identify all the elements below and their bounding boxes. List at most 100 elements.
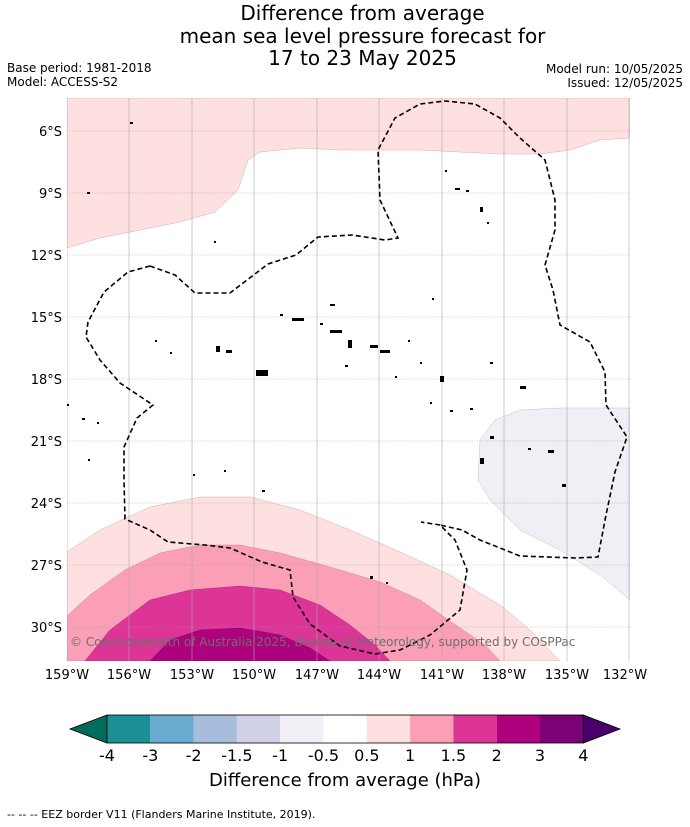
island [455, 188, 460, 190]
island [380, 350, 390, 353]
island [214, 241, 216, 243]
lon-label: 147°W [295, 668, 339, 683]
colorbar-outline [106, 714, 584, 744]
colorbar-under-arrow [68, 714, 108, 744]
island [432, 298, 434, 300]
copyright-text: © Commonwealth of Australia 2025, Bureau… [70, 635, 575, 649]
island [348, 340, 352, 348]
island [370, 576, 373, 579]
island [320, 323, 323, 325]
colorbar-swatch [236, 715, 281, 743]
colorbar-swatch [193, 715, 237, 743]
island [450, 410, 453, 412]
island [87, 192, 90, 194]
colorbar-title: Difference from average (hPa) [208, 770, 482, 791]
map-plot-area: © Commonwealth of Australia 2025, Bureau… [67, 98, 630, 661]
island [420, 362, 422, 364]
island [67, 404, 69, 406]
eez-footnote: -- -- -- EEZ border V11 (Flanders Marine… [7, 808, 316, 821]
island [224, 470, 226, 472]
contour-fill-south-1-5 [84, 585, 391, 661]
island [280, 314, 283, 316]
colorbar-tick: -4 [99, 746, 115, 765]
island [528, 448, 531, 450]
island [256, 370, 268, 376]
island [262, 490, 265, 492]
lon-label: 138°W [482, 668, 526, 683]
island [345, 365, 348, 367]
colorbar-swatch [150, 715, 194, 743]
map-title: Difference from average mean sea level p… [0, 2, 690, 70]
base-period: Base period: 1981-2018 [7, 61, 152, 75]
issued-date: Issued: 12/05/2025 [567, 76, 683, 90]
meta-right: Model run: 10/05/2025 Issued: 12/05/2025 [546, 62, 683, 90]
lon-label: 150°W [232, 668, 276, 683]
island [520, 386, 526, 389]
lat-label: 6°S [39, 125, 62, 140]
islands [67, 122, 566, 584]
colorbar-swatch [540, 715, 584, 743]
meta-left: Base period: 1981-2018 Model: ACCESS-S2 [7, 61, 152, 89]
island [408, 340, 410, 342]
colorbar-tick: 3 [535, 746, 545, 765]
colorbar-tick: -2 [186, 746, 202, 765]
island [226, 350, 232, 353]
island [170, 352, 172, 354]
title-line-3: 17 to 23 May 2025 [268, 46, 457, 70]
lat-axis-labels: 6°S 9°S 12°S 15°S 18°S 21°S 24°S 27°S 30… [31, 125, 62, 636]
title-line-2: mean sea level pressure forecast for [179, 23, 546, 48]
colorbar-over-arrow [582, 714, 622, 744]
colorbar-tick: 1.5 [441, 746, 466, 765]
colorbar-swatch [410, 715, 454, 743]
colorbar-swatch [366, 715, 411, 743]
colorbar-tick: 4 [578, 746, 588, 765]
colorbar-swatch [453, 715, 497, 743]
island [386, 582, 388, 584]
colorbar-tick: -3 [142, 746, 158, 765]
lon-label: 132°W [603, 668, 647, 683]
island [97, 422, 99, 424]
contour-fill-south-2 [149, 627, 331, 661]
island [466, 190, 469, 192]
island [88, 459, 90, 461]
lon-gridlines [67, 98, 630, 661]
model-run: Model run: 10/05/2025 [545, 62, 683, 76]
island [216, 346, 220, 352]
colorbar: -4 -3 -2 -1.5 -1 -0.5 0.5 1 1.5 2 3 4 [68, 714, 622, 765]
lon-axis-labels: 159°W 156°W 153°W 150°W 147°W 144°W 141°… [45, 668, 647, 683]
title-line-1: Difference from average [240, 1, 485, 25]
island [490, 436, 494, 439]
island [155, 340, 157, 342]
colorbar-tick-labels: -4 -3 -2 -1.5 -1 -0.5 0.5 1 1.5 2 3 4 [99, 746, 588, 765]
island [548, 450, 554, 453]
eez-border-north-loop [149, 100, 628, 559]
colorbar-tick: 1 [405, 746, 415, 765]
colorbar-tick: -1 [272, 746, 288, 765]
colorbar-tick: 0.5 [354, 746, 379, 765]
lat-label: 18°S [31, 373, 62, 388]
lon-label: 144°W [357, 668, 401, 683]
island [562, 484, 566, 487]
eez-border-french-polynesia [85, 265, 468, 655]
island [445, 170, 447, 172]
lat-label: 24°S [31, 497, 62, 512]
lon-label: 141°W [420, 668, 464, 683]
lat-label: 12°S [31, 249, 62, 264]
island [330, 330, 342, 333]
island [480, 458, 484, 464]
lon-label: 153°W [170, 668, 214, 683]
eez-borders [85, 100, 628, 655]
lon-label: 135°W [545, 668, 589, 683]
colorbar-swatch [496, 715, 540, 743]
contour-fill-east-negative [477, 407, 630, 601]
colorbar-tick: 2 [492, 746, 502, 765]
colorbar-tick: -1.5 [221, 746, 252, 765]
island [480, 207, 483, 212]
island [470, 408, 473, 410]
lat-label: 21°S [31, 435, 62, 450]
island [395, 376, 397, 378]
lat-label: 15°S [31, 311, 62, 326]
island [292, 318, 304, 321]
lon-label: 156°W [107, 668, 151, 683]
contour-fill-north-positive [67, 98, 630, 249]
